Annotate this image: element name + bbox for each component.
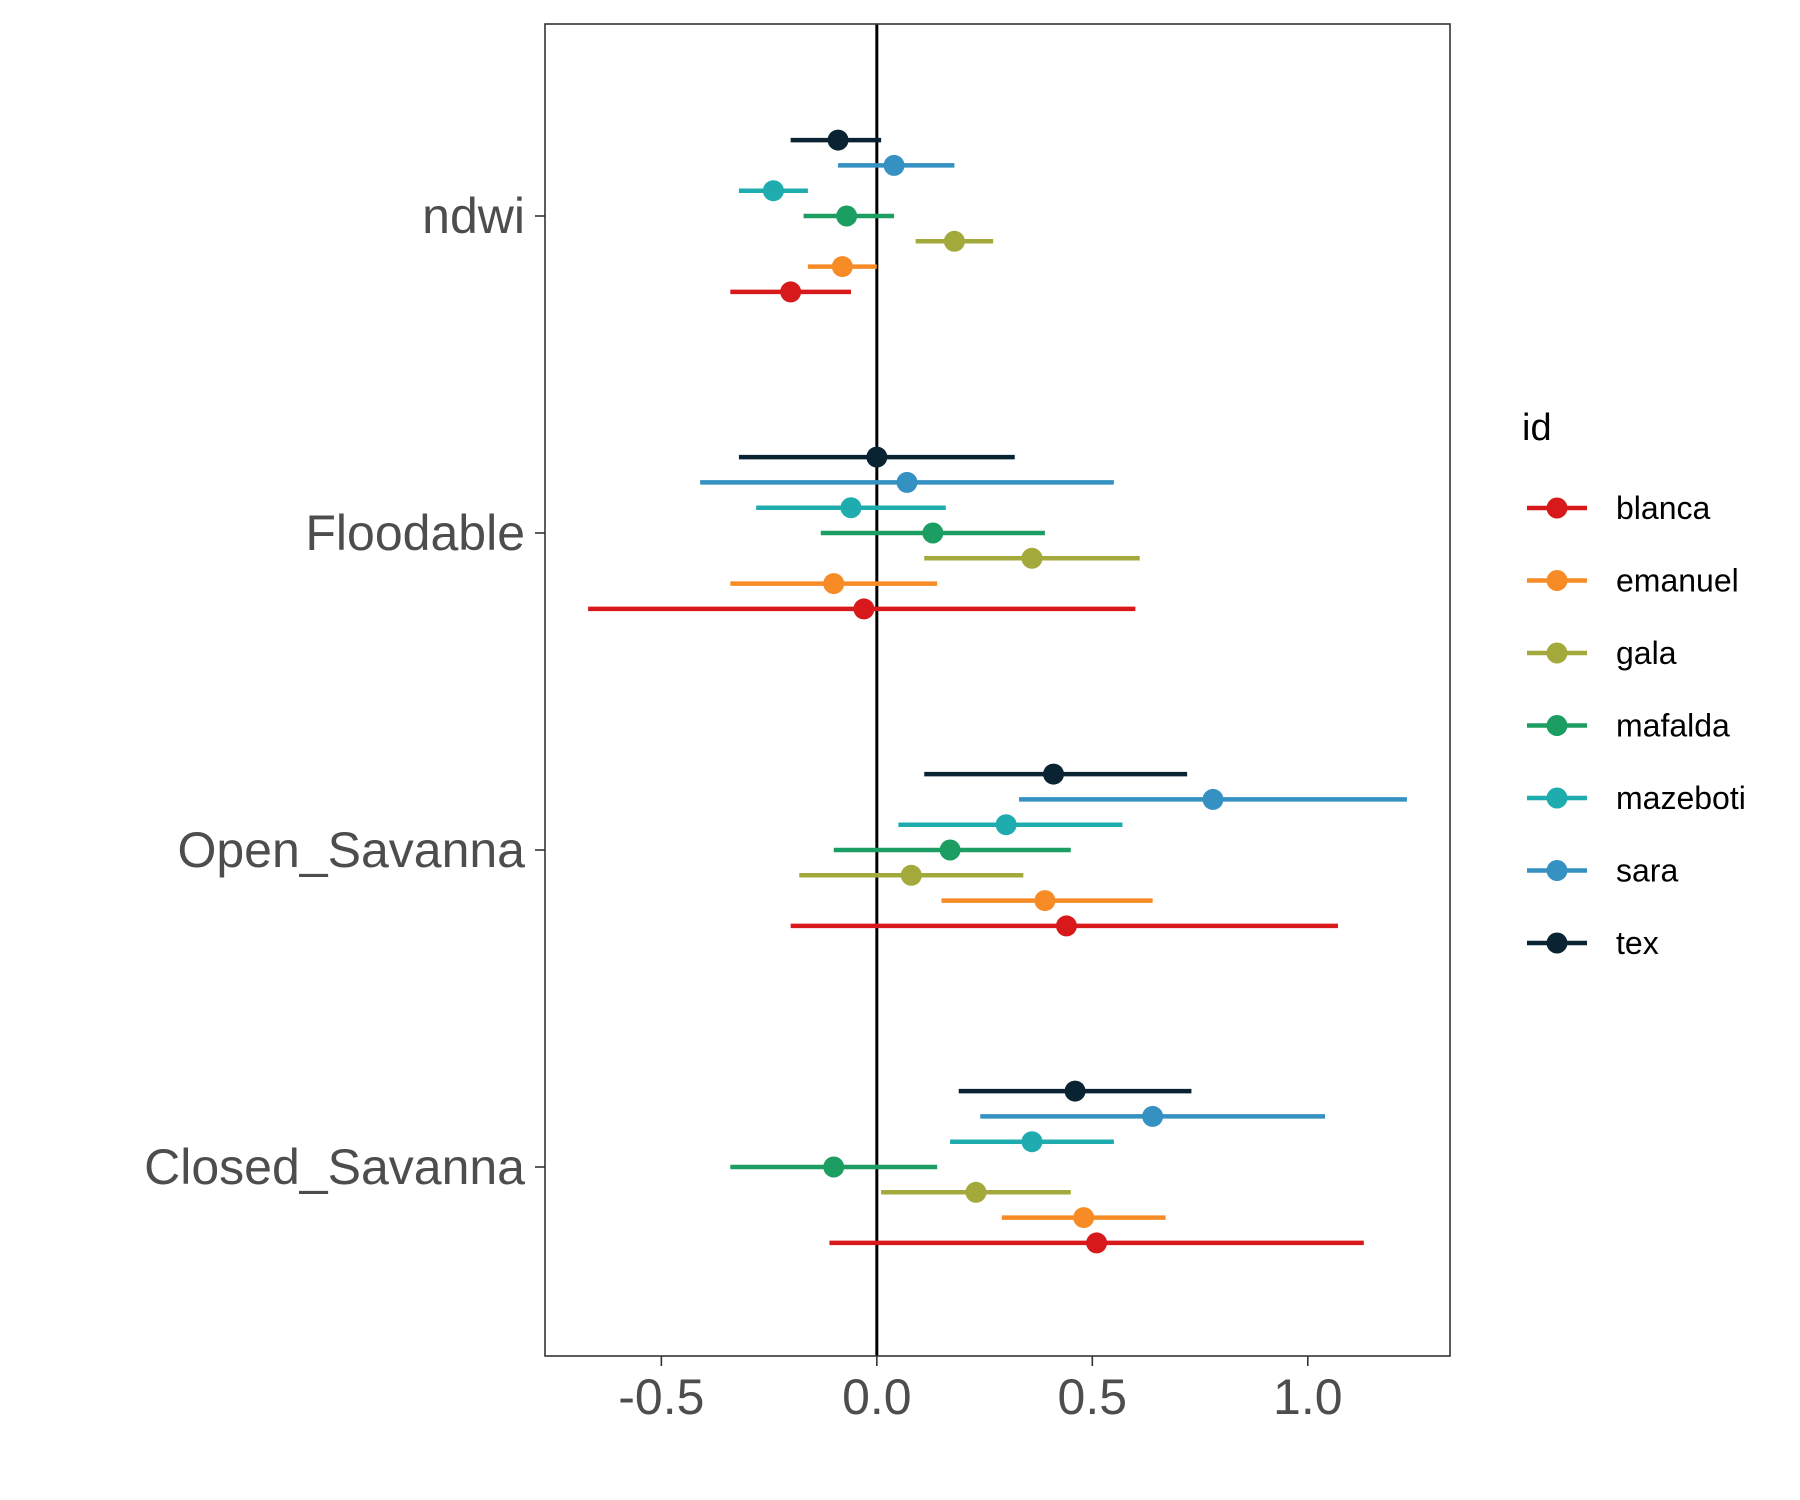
- legend-key-point-sara: [1546, 860, 1568, 881]
- x-tick-label-0: -0.5: [618, 1369, 704, 1425]
- point-mazeboti-Closed_Savanna: [1021, 1131, 1043, 1153]
- legend-label-gala: gala: [1616, 635, 1677, 671]
- point-gala-Closed_Savanna: [965, 1181, 987, 1203]
- point-emanuel-Floodable: [823, 573, 845, 595]
- point-emanuel-ndwi: [831, 256, 853, 278]
- point-emanuel-Open_Savanna: [1034, 890, 1056, 912]
- x-tick-label-1: 0.0: [842, 1369, 912, 1425]
- legend-key-point-tex: [1546, 932, 1568, 954]
- point-gala-Open_Savanna: [900, 864, 922, 886]
- point-emanuel-Closed_Savanna: [1073, 1207, 1095, 1229]
- y-tick-label-Closed_Savanna: Closed_Savanna: [144, 1139, 525, 1195]
- axes: ndwi Floodable Open_Savanna Closed_Savanna -…: [144, 23, 1451, 1425]
- plot-area: [588, 24, 1407, 1356]
- point-tex-ndwi: [827, 129, 849, 151]
- point-sara-Open_Savanna: [1202, 788, 1224, 810]
- point-blanca-Open_Savanna: [1055, 915, 1077, 937]
- legend-label-sara: sara: [1616, 853, 1678, 889]
- y-tick-label-Floodable: Floodable: [305, 505, 525, 561]
- x-tick-label-3: 1.0: [1273, 1369, 1343, 1425]
- point-mafalda-ndwi: [836, 205, 858, 227]
- point-tex-Floodable: [866, 446, 888, 468]
- y-tick-label-ndwi: ndwi: [422, 188, 525, 244]
- legend-label-emanuel: emanuel: [1616, 563, 1739, 599]
- point-blanca-Floodable: [853, 598, 875, 620]
- point-sara-Floodable: [896, 471, 918, 493]
- point-blanca-Closed_Savanna: [1086, 1232, 1108, 1254]
- point-mafalda-Floodable: [922, 522, 944, 544]
- legend-key-point-mafalda: [1546, 715, 1568, 736]
- legend-key-point-emanuel: [1546, 570, 1568, 591]
- point-gala-Floodable: [1021, 547, 1043, 569]
- point-gala-ndwi: [943, 230, 965, 252]
- point-mafalda-Closed_Savanna: [823, 1156, 845, 1178]
- point-mazeboti-ndwi: [762, 180, 784, 202]
- plot-border: [544, 23, 1451, 1357]
- legend-label-tex: tex: [1616, 925, 1659, 961]
- point-mafalda-Open_Savanna: [939, 839, 961, 861]
- legend-label-mafalda: mafalda: [1616, 708, 1730, 744]
- legend-label-mazeboti: mazeboti: [1616, 780, 1746, 816]
- point-blanca-ndwi: [780, 281, 802, 303]
- legend: id blanca emanuel gala mafalda mazeboti sara te…: [1522, 407, 1746, 961]
- point-sara-ndwi: [883, 154, 905, 176]
- x-tick-label-2: 0.5: [1058, 1369, 1128, 1425]
- legend-title: id: [1522, 407, 1552, 449]
- point-mazeboti-Floodable: [840, 497, 862, 519]
- y-tick-label-Open_Savanna: Open_Savanna: [177, 822, 525, 878]
- point-tex-Closed_Savanna: [1064, 1080, 1086, 1102]
- legend-key-point-mazeboti: [1546, 787, 1568, 809]
- point-sara-Closed_Savanna: [1142, 1105, 1164, 1127]
- legend-label-blanca: blanca: [1616, 490, 1711, 526]
- point-mazeboti-Open_Savanna: [995, 814, 1017, 836]
- legend-key-point-gala: [1546, 642, 1568, 664]
- legend-key-point-blanca: [1546, 497, 1568, 519]
- point-tex-Open_Savanna: [1043, 763, 1065, 785]
